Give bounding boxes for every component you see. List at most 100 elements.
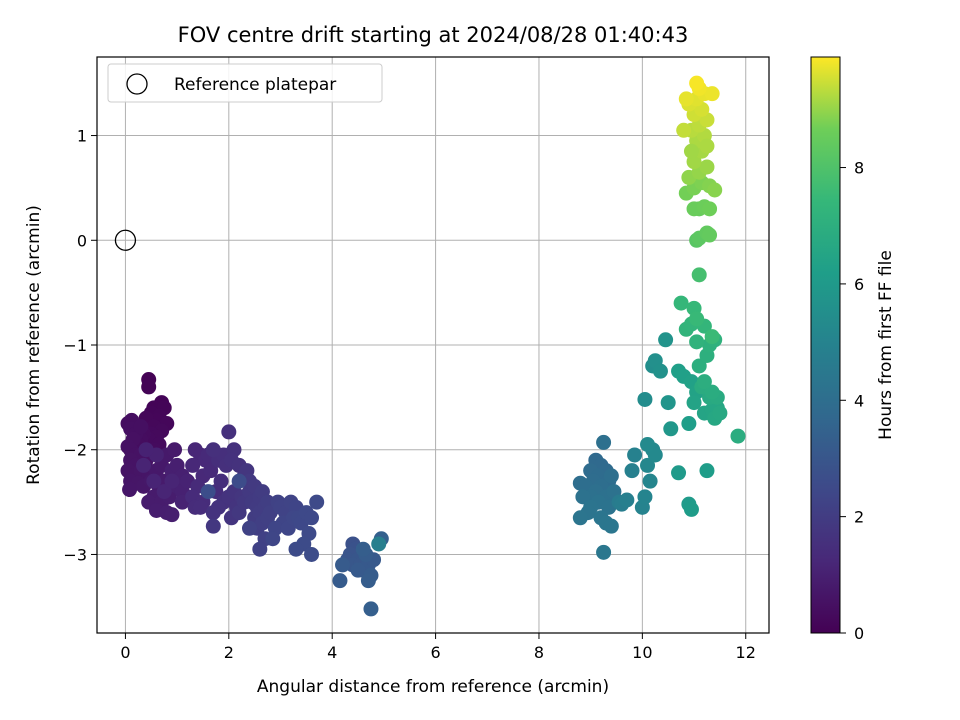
data-point [205, 505, 221, 521]
colorbar-gradient [810, 56, 841, 634]
data-point [205, 442, 221, 458]
data-point [673, 295, 689, 311]
data-point [660, 395, 676, 411]
data-point [707, 182, 723, 198]
colorbar-tick-label: 8 [854, 159, 864, 178]
colorbar-tick-label: 4 [854, 391, 864, 410]
data-point [265, 531, 281, 547]
y-tick-label: −3 [63, 545, 87, 564]
data-points [114, 75, 746, 617]
data-point [363, 601, 379, 617]
data-point [699, 159, 715, 175]
data-point [676, 122, 692, 138]
y-tick-label: 1 [77, 127, 87, 146]
data-point [141, 379, 157, 395]
colorbar-ticks: 0 2 4 6 8 [840, 159, 864, 643]
x-tick-label: 10 [632, 643, 652, 662]
data-point [572, 510, 588, 526]
chart-title: FOV centre drift starting at 2024/08/28 … [178, 23, 689, 47]
data-point [241, 520, 257, 536]
legend-box [107, 63, 383, 103]
data-point [332, 573, 348, 589]
data-point [642, 473, 658, 489]
data-point [624, 463, 640, 479]
data-point [200, 484, 216, 500]
data-point [156, 484, 172, 500]
data-point [138, 442, 154, 458]
data-point [686, 395, 702, 411]
data-point [596, 544, 612, 560]
data-point [647, 447, 663, 463]
data-point [575, 489, 591, 505]
data-point [136, 457, 152, 473]
data-point [596, 434, 612, 450]
data-point [203, 463, 219, 479]
legend-marker-circle-icon [126, 73, 148, 95]
data-point [704, 384, 720, 400]
data-point [360, 573, 376, 589]
colorbar-tick-label: 0 [854, 624, 864, 643]
data-point [702, 201, 718, 217]
data-point [603, 468, 619, 484]
data-point [689, 334, 705, 350]
data-point [704, 329, 720, 345]
data-point [691, 267, 707, 283]
data-point [252, 541, 268, 557]
data-point [355, 541, 371, 557]
data-point [730, 428, 746, 444]
data-point [146, 473, 162, 489]
data-point [164, 507, 180, 523]
data-point [231, 473, 247, 489]
data-point [603, 518, 619, 534]
data-point [689, 311, 705, 327]
data-point [133, 419, 149, 435]
data-point [704, 86, 720, 102]
x-tick-label: 4 [327, 643, 337, 662]
legend: Reference platepar [107, 63, 383, 103]
y-tick-label: 0 [77, 231, 87, 250]
data-point [335, 557, 351, 573]
data-point [288, 541, 304, 557]
x-tick-label: 0 [120, 643, 130, 662]
data-point [663, 421, 679, 437]
data-point [205, 518, 221, 534]
y-axis-label: Rotation from reference (arcmin) [24, 205, 44, 485]
y-tick-label: −2 [63, 441, 87, 460]
data-point [658, 332, 674, 348]
x-axis-label: Angular distance from reference (arcmin) [257, 677, 609, 697]
data-point [309, 494, 325, 510]
data-point [640, 457, 656, 473]
data-point [683, 143, 699, 159]
data-point [185, 457, 201, 473]
data-point [652, 363, 668, 379]
colorbar-label: Hours from first FF file [876, 250, 896, 440]
data-point [350, 562, 366, 578]
colorbar-tick-label: 2 [854, 508, 864, 527]
grid [97, 57, 769, 633]
data-point [167, 442, 183, 458]
data-point [371, 536, 387, 552]
data-point [192, 499, 208, 515]
data-point [696, 374, 712, 390]
data-point [213, 473, 229, 489]
x-tick-label: 8 [534, 643, 544, 662]
data-point [678, 91, 694, 107]
data-point [221, 424, 237, 440]
data-point [683, 501, 699, 517]
data-point [619, 492, 635, 508]
data-point [637, 489, 653, 505]
data-point [637, 391, 653, 407]
data-point [671, 465, 687, 481]
data-point [122, 482, 138, 498]
data-point [699, 463, 715, 479]
data-point [702, 227, 718, 243]
colorbar-tick-label: 6 [854, 275, 864, 294]
data-point [627, 447, 643, 463]
data-point [304, 510, 320, 526]
reference-platepar-marker [114, 229, 137, 251]
colorbar: 0 2 4 6 8 Hours from first FF file [810, 56, 896, 643]
data-point [164, 473, 180, 489]
x-tick-label: 12 [736, 643, 756, 662]
y-tick-label: −1 [63, 336, 87, 355]
